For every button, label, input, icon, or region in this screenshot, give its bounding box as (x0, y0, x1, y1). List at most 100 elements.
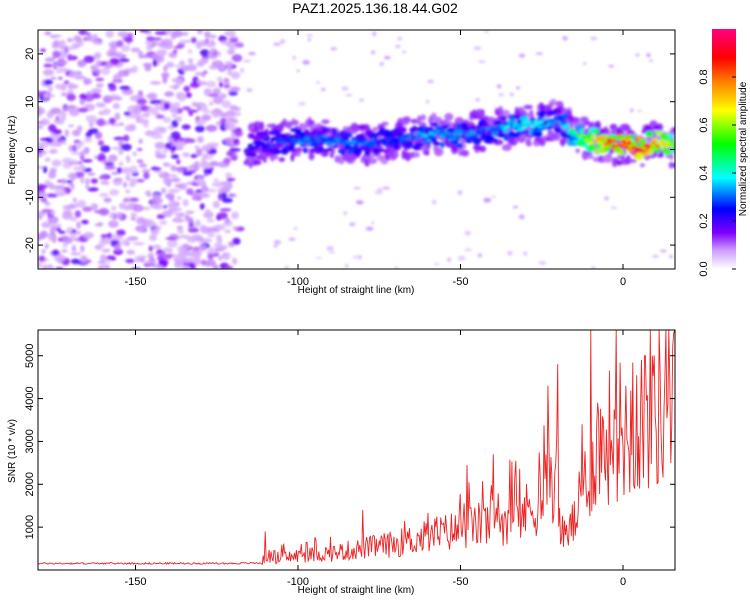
heatmap-cell (219, 81, 223, 88)
heatmap-cell (308, 152, 315, 161)
heatmap-cell (652, 254, 660, 258)
heatmap-cell (302, 60, 310, 65)
heatmap-cell (464, 230, 471, 236)
heatmap-cell (608, 64, 615, 68)
heatmap-cell (113, 73, 122, 82)
heatmap-cell (359, 98, 364, 102)
heatmap-cell (538, 261, 547, 265)
heatmap-cell (41, 221, 52, 229)
y-tick-label: 3000 (24, 429, 36, 453)
heatmap-cell (203, 173, 208, 177)
heatmap-cell (86, 34, 93, 42)
heatmap-cell (125, 173, 131, 182)
x-tick-label: -50 (453, 276, 469, 288)
heatmap-cell (307, 37, 312, 42)
heatmap-cell (229, 147, 241, 152)
heatmap-cell (393, 266, 399, 269)
heatmap-cell (151, 244, 162, 250)
heatmap-cell (149, 99, 162, 105)
heatmap-cell (411, 151, 420, 158)
heatmap-cell (425, 99, 430, 104)
heatmap-cell (62, 106, 69, 111)
heatmap-cell (610, 206, 618, 209)
heatmap-cell (155, 114, 165, 119)
heatmap-cell (150, 81, 162, 85)
heatmap-cell (132, 151, 137, 157)
heatmap-cell (77, 107, 89, 113)
heatmap-cell (177, 196, 182, 201)
heatmap-cell (158, 171, 165, 176)
heatmap-cell (38, 184, 48, 190)
heatmap-cell (196, 30, 204, 35)
heatmap-cell (40, 118, 50, 126)
heatmap-cell (38, 261, 43, 269)
heatmap-cell (136, 98, 148, 105)
snr-panel: -150 -100 -50 0 1000 2000 3000 4000 5000 Height… (7, 329, 676, 596)
heatmap-cell (116, 229, 126, 236)
heatmap-cell (123, 70, 130, 76)
heatmap-cell (155, 153, 167, 159)
heatmap-cell (498, 92, 504, 97)
heatmap-cell (102, 108, 111, 115)
heatmap-cell (667, 133, 674, 139)
heatmap-cell (618, 145, 624, 149)
heatmap-cell (520, 115, 530, 122)
heatmap-cell (565, 125, 570, 129)
heatmap-cell (68, 144, 74, 152)
heatmap-cell (158, 41, 167, 49)
heatmap-cell (190, 37, 197, 44)
heatmap-cell (248, 143, 254, 146)
heatmap-cell (41, 266, 49, 269)
heatmap-cell (672, 142, 675, 146)
heatmap-cell (645, 147, 650, 152)
heatmap-cell (53, 185, 66, 190)
heatmap-cell (94, 131, 103, 140)
heatmap-cell (81, 220, 89, 224)
heatmap-cell (623, 140, 627, 145)
heatmap-cell (99, 192, 109, 198)
heatmap-cell (291, 141, 296, 148)
heatmap-cell (316, 80, 320, 85)
heatmap-cell (594, 128, 600, 134)
heatmap-cell (289, 135, 294, 139)
heatmap-cell (171, 112, 178, 118)
heatmap-cell (656, 123, 664, 132)
y-tick-label: 10 (24, 96, 36, 108)
heatmap-cell (100, 67, 111, 76)
heatmap-cell (50, 76, 57, 81)
heatmap-cell (560, 117, 568, 121)
heatmap-cell (147, 252, 155, 260)
heatmap-cell (182, 170, 193, 176)
heatmap-cell (205, 208, 211, 214)
heatmap-cell (224, 229, 232, 234)
heatmap-cell (416, 115, 422, 126)
heatmap-cell (228, 91, 238, 96)
heatmap-cell (109, 57, 120, 66)
heatmap-cell (48, 124, 57, 132)
heatmap-cell (105, 255, 116, 260)
heatmap-cell (417, 142, 424, 147)
x-tick-label: -150 (124, 276, 146, 288)
heatmap-cell (55, 115, 60, 122)
heatmap-cell (197, 136, 204, 143)
heatmap-cell (480, 133, 487, 136)
heatmap-cell (187, 217, 194, 225)
heatmap-cell (329, 138, 335, 142)
heatmap-cell (543, 118, 550, 121)
heatmap-cell (405, 151, 411, 162)
heatmap-cell (457, 190, 463, 196)
chart-title: PAZ1.2025.136.18.44.G02 (292, 0, 458, 16)
heatmap-cell (151, 134, 163, 139)
x-tick-label: 0 (620, 576, 626, 588)
heatmap-cell (93, 53, 101, 60)
heatmap-cell (111, 205, 117, 211)
heatmap-cell (395, 44, 401, 49)
heatmap-cell (156, 50, 166, 58)
heatmap-cell (434, 263, 440, 265)
heatmap-cell (218, 35, 228, 43)
heatmap-cell (138, 138, 143, 145)
heatmap-cell (55, 227, 62, 232)
heatmap-cell (101, 248, 111, 253)
heatmap-cell (205, 259, 216, 267)
heatmap-cell (349, 222, 356, 227)
